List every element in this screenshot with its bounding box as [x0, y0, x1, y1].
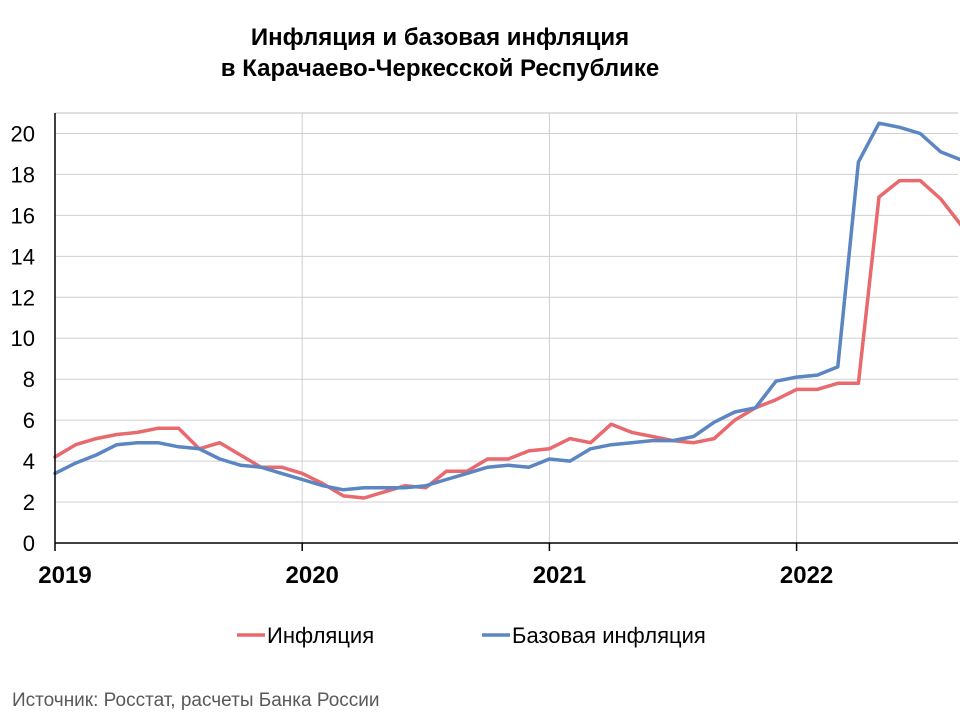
y-tick-label: 18: [11, 162, 35, 187]
y-tick-label: 20: [11, 121, 35, 146]
y-tick-label: 0: [23, 531, 35, 556]
y-tick-label: 14: [11, 244, 35, 269]
y-tick-label: 6: [23, 408, 35, 433]
series-line-2: [53, 121, 960, 492]
chart-title-line-1: Инфляция и базовая инфляция: [250, 24, 630, 51]
legend: Инфляция Базовая инфляция: [237, 623, 706, 648]
source-note: Источник: Росстат, расчеты Банка России: [12, 690, 380, 711]
y-tick-label: 12: [11, 285, 35, 310]
x-tick-label: 2020: [286, 562, 339, 589]
axes: 0 2 4 6 8 10 12 14 16 18 20 2019 2020 2021 2022: [11, 113, 958, 589]
legend-label-2: Базовая инфляция: [512, 623, 706, 648]
x-tick-label: 2021: [533, 562, 586, 589]
y-tick-label: 4: [23, 449, 35, 474]
series-line-1: [53, 178, 960, 500]
y-tick-label: 2: [23, 490, 35, 515]
chart-title: Инфляция и базовая инфляция в Карачаево-…: [0, 22, 880, 84]
x-tick-label: 2022: [780, 562, 833, 589]
series-layer: [53, 121, 960, 500]
y-tick-label: 10: [11, 326, 35, 351]
chart-title-line-2: в Карачаево-Черкесской Республике: [220, 55, 660, 82]
y-tick-label: 16: [11, 203, 35, 228]
legend-label-1: Инфляция: [267, 623, 374, 648]
grid: [55, 112, 958, 543]
y-tick-label: 8: [23, 367, 35, 392]
x-tick-label: 2019: [38, 562, 91, 589]
